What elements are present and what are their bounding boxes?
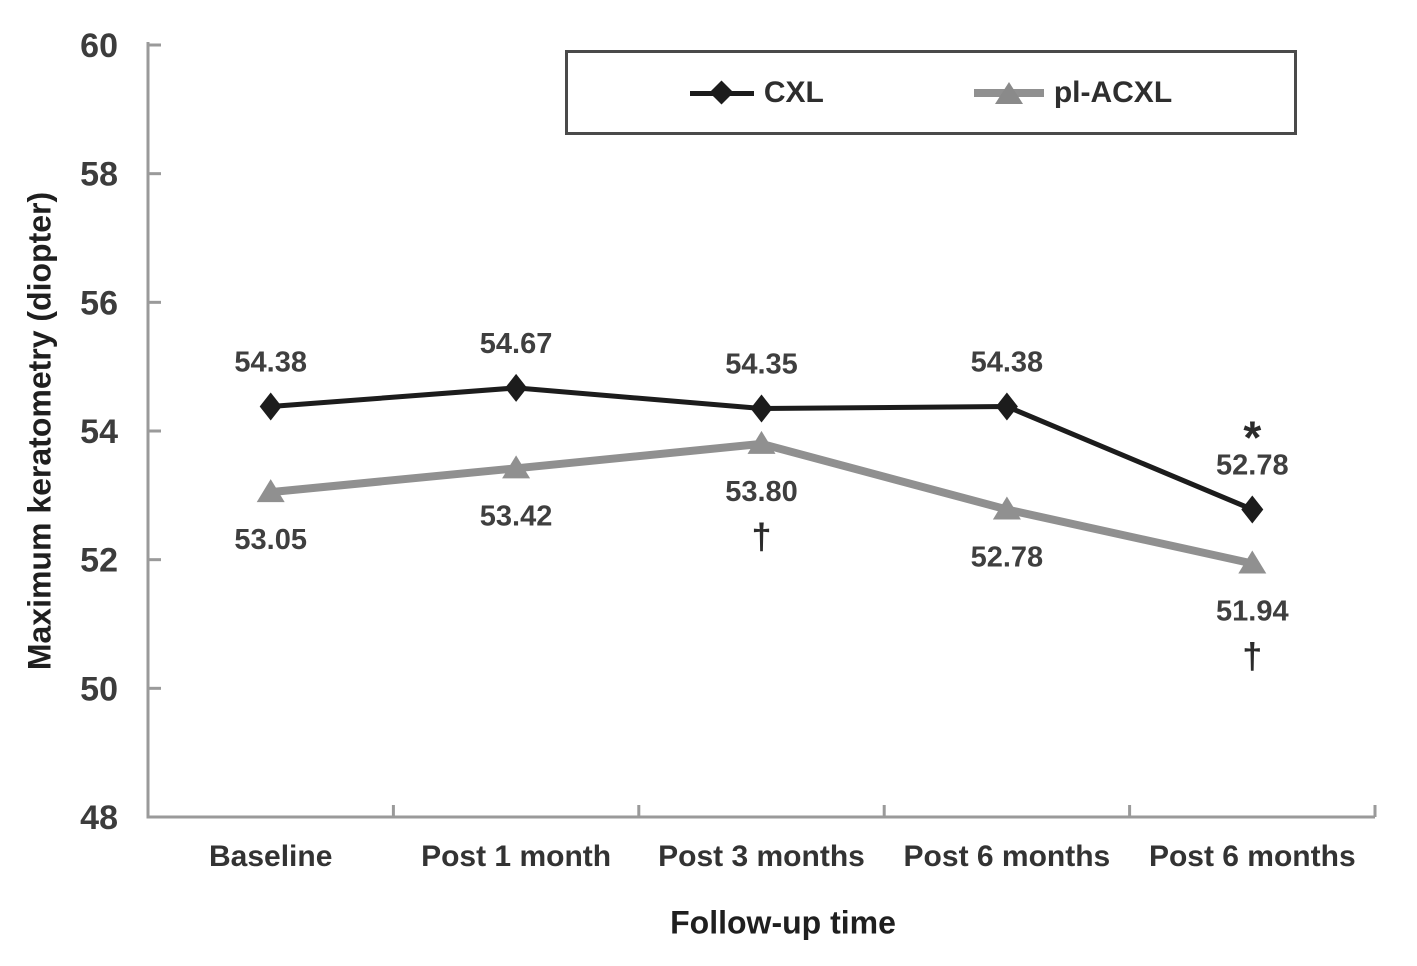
data-label-pl-ACXL: 53.05 (234, 524, 307, 556)
x-category-label: Post 6 months (904, 840, 1111, 873)
triangle-marker-icon (256, 479, 285, 503)
y-tick-label: 56 (80, 284, 118, 322)
y-tick-label: 52 (80, 542, 118, 580)
data-label-pl-ACXL: 53.42 (480, 500, 553, 532)
y-tick-label: 60 (80, 27, 118, 65)
x-axis-title: Follow-up time (670, 904, 896, 941)
x-category-label: Post 6 months (1149, 840, 1356, 873)
triangle-marker-icon (502, 455, 531, 479)
legend-label-cxl: CXL (763, 75, 824, 109)
significance-dagger: † (1242, 636, 1262, 677)
diamond-marker-icon (259, 392, 282, 421)
x-category-label: Post 3 months (658, 840, 865, 873)
diamond-marker-icon (995, 392, 1018, 421)
pl-acxl-triangle-marker-icon (973, 79, 1044, 107)
data-label-CXL: 54.38 (234, 347, 307, 379)
y-axis-title: Maximum keratometry (diopter) (21, 191, 58, 671)
data-label-CXL: 52.78 (1216, 449, 1289, 481)
triangle-marker-icon (747, 430, 776, 454)
triangle-marker-icon (992, 496, 1021, 520)
legend: CXL pl-ACXL (565, 50, 1297, 135)
diamond-marker-icon (1241, 495, 1264, 524)
y-tick-label: 58 (80, 156, 118, 194)
diamond-marker-icon (750, 394, 773, 423)
y-tick-label: 50 (80, 670, 118, 708)
y-tick-label: 48 (80, 799, 118, 837)
significance-asterisk: * (1243, 411, 1261, 463)
y-tick-label: 54 (80, 413, 118, 451)
data-label-pl-ACXL: 51.94 (1216, 596, 1289, 628)
data-label-CXL: 54.67 (480, 328, 553, 360)
legend-item-pl-acxl: pl-ACXL (973, 75, 1173, 110)
triangle-marker-icon (1238, 550, 1267, 574)
data-label-pl-ACXL: 53.80 (725, 476, 798, 508)
significance-dagger: † (751, 516, 771, 557)
x-category-label: Baseline (209, 840, 332, 873)
cxl-diamond-marker-icon (689, 79, 754, 107)
data-label-CXL: 54.35 (725, 348, 798, 380)
diamond-marker-icon (505, 373, 528, 402)
data-label-pl-ACXL: 52.78 (971, 541, 1044, 573)
legend-label-pl-acxl: pl-ACXL (1053, 75, 1173, 109)
data-label-CXL: 54.38 (971, 347, 1044, 379)
legend-item-cxl: CXL (689, 75, 824, 110)
x-category-label: Post 1 month (421, 840, 611, 873)
